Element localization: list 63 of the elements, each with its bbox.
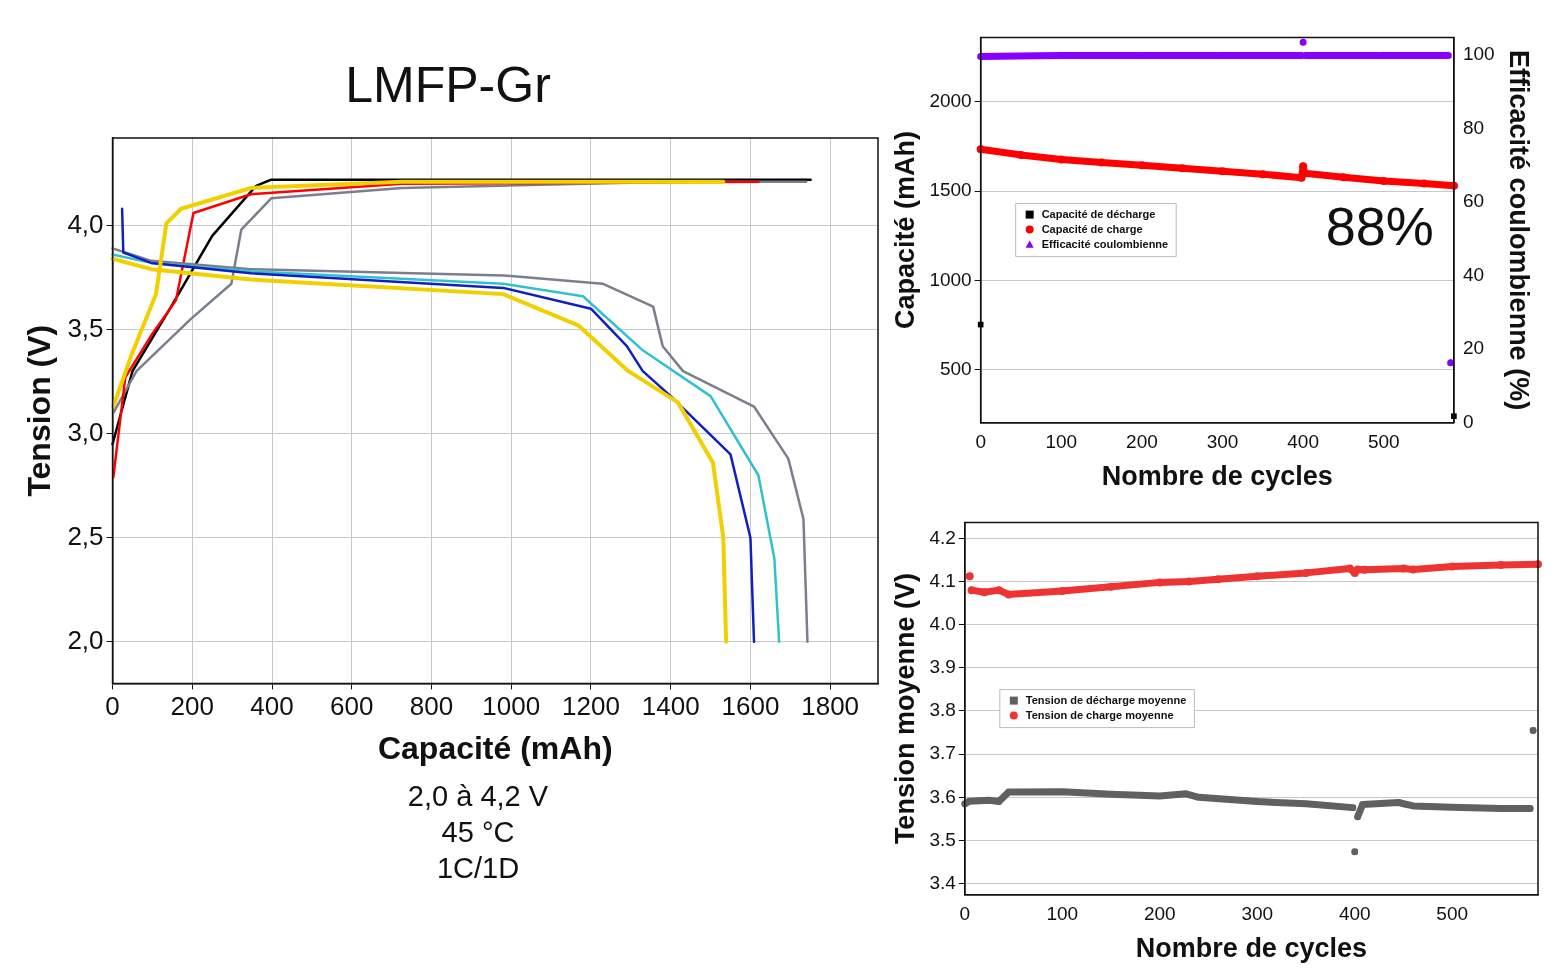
x-tick-label: 1800	[801, 691, 860, 722]
x-tick-label: 1600	[721, 691, 780, 722]
y2-axis-title: Efficacité coulombienne (%)	[1504, 50, 1535, 411]
y2-tick-label: 40	[1462, 263, 1485, 285]
legend-label: Capacité de décharge	[1041, 207, 1156, 220]
y-tick-label: 4.1	[929, 569, 956, 591]
y-axis-title: Tension moyenne (V)	[889, 573, 920, 845]
x-tick-label: 300	[1241, 903, 1274, 925]
y-tick-label: 4.2	[929, 526, 956, 548]
x-tick-label: 800	[409, 691, 454, 722]
x-tick-label: 1400	[641, 691, 700, 722]
y-tick-label: 4,0	[67, 208, 104, 239]
x-tick-label: 500	[1367, 431, 1400, 453]
x-tick-label: 0	[105, 691, 120, 722]
y-tick-label: 3.4	[929, 871, 957, 893]
legend-label: Efficacité coulombienne	[1041, 237, 1169, 250]
y2-tick-label: 80	[1462, 116, 1485, 138]
y2-tick-label: 60	[1462, 190, 1485, 212]
x-tick-label: 200	[1126, 431, 1158, 453]
x-tick-label: 600	[330, 691, 374, 722]
y-tick-label: 2000	[929, 90, 972, 112]
x-tick-label: 400	[1338, 903, 1371, 925]
y-tick-label: 500	[939, 357, 972, 379]
y-tick-label: 3.5	[929, 828, 956, 850]
y-tick-label: 3.9	[929, 656, 956, 678]
x-tick-label: 200	[1143, 903, 1176, 925]
y-tick-label: 4.0	[929, 612, 956, 634]
legend-label: Tension de charge moyenne	[1025, 708, 1174, 721]
chart-title: LMFP-Gr	[345, 56, 551, 113]
y-tick-label: 2,5	[67, 520, 104, 551]
y-tick-label: 2,0	[67, 624, 104, 655]
y2-tick-label: 100	[1462, 42, 1495, 64]
x-axis-title: Nombre de cycles	[1101, 461, 1333, 492]
y-tick-label: 1000	[929, 268, 972, 290]
x-tick-label: 0	[975, 431, 986, 453]
x-tick-label: 0	[959, 903, 971, 925]
x-tick-label: 400	[250, 691, 294, 722]
x-tick-label: 500	[1436, 903, 1469, 925]
text: 2,0 à 4,2 V	[406, 779, 550, 814]
y2-tick-label: 0	[1462, 411, 1474, 433]
x-axis-title: Capacité (mAh)	[377, 729, 613, 766]
y-tick-label: 3,0	[67, 416, 104, 447]
annotation: 88%	[1325, 195, 1434, 256]
y-axis-title: Tension (V)	[21, 324, 58, 497]
legend-label: Capacité de charge	[1041, 222, 1143, 235]
y2-tick-label: 20	[1462, 337, 1485, 359]
y-tick-label: 3.7	[929, 742, 956, 764]
x-axis-title: Nombre de cycles	[1135, 933, 1367, 964]
y-tick-label: 3,5	[67, 312, 104, 343]
x-tick-label: 1200	[562, 691, 620, 722]
y-tick-label: 3.6	[929, 785, 956, 807]
x-tick-label: 100	[1045, 431, 1078, 453]
x-tick-label: 100	[1046, 903, 1079, 925]
y-tick-label: 3.8	[929, 699, 956, 721]
y-axis-title: Capacité (mAh)	[889, 131, 920, 330]
text: 1C/1D	[435, 851, 521, 886]
x-tick-label: 200	[170, 691, 214, 722]
text: 45 °C	[440, 815, 516, 850]
x-tick-label: 400	[1287, 431, 1319, 453]
x-tick-label: 1000	[482, 691, 541, 722]
legend-label: Tension de décharge moyenne	[1025, 693, 1187, 706]
y-tick-label: 1500	[929, 179, 972, 201]
x-tick-label: 300	[1206, 431, 1239, 453]
